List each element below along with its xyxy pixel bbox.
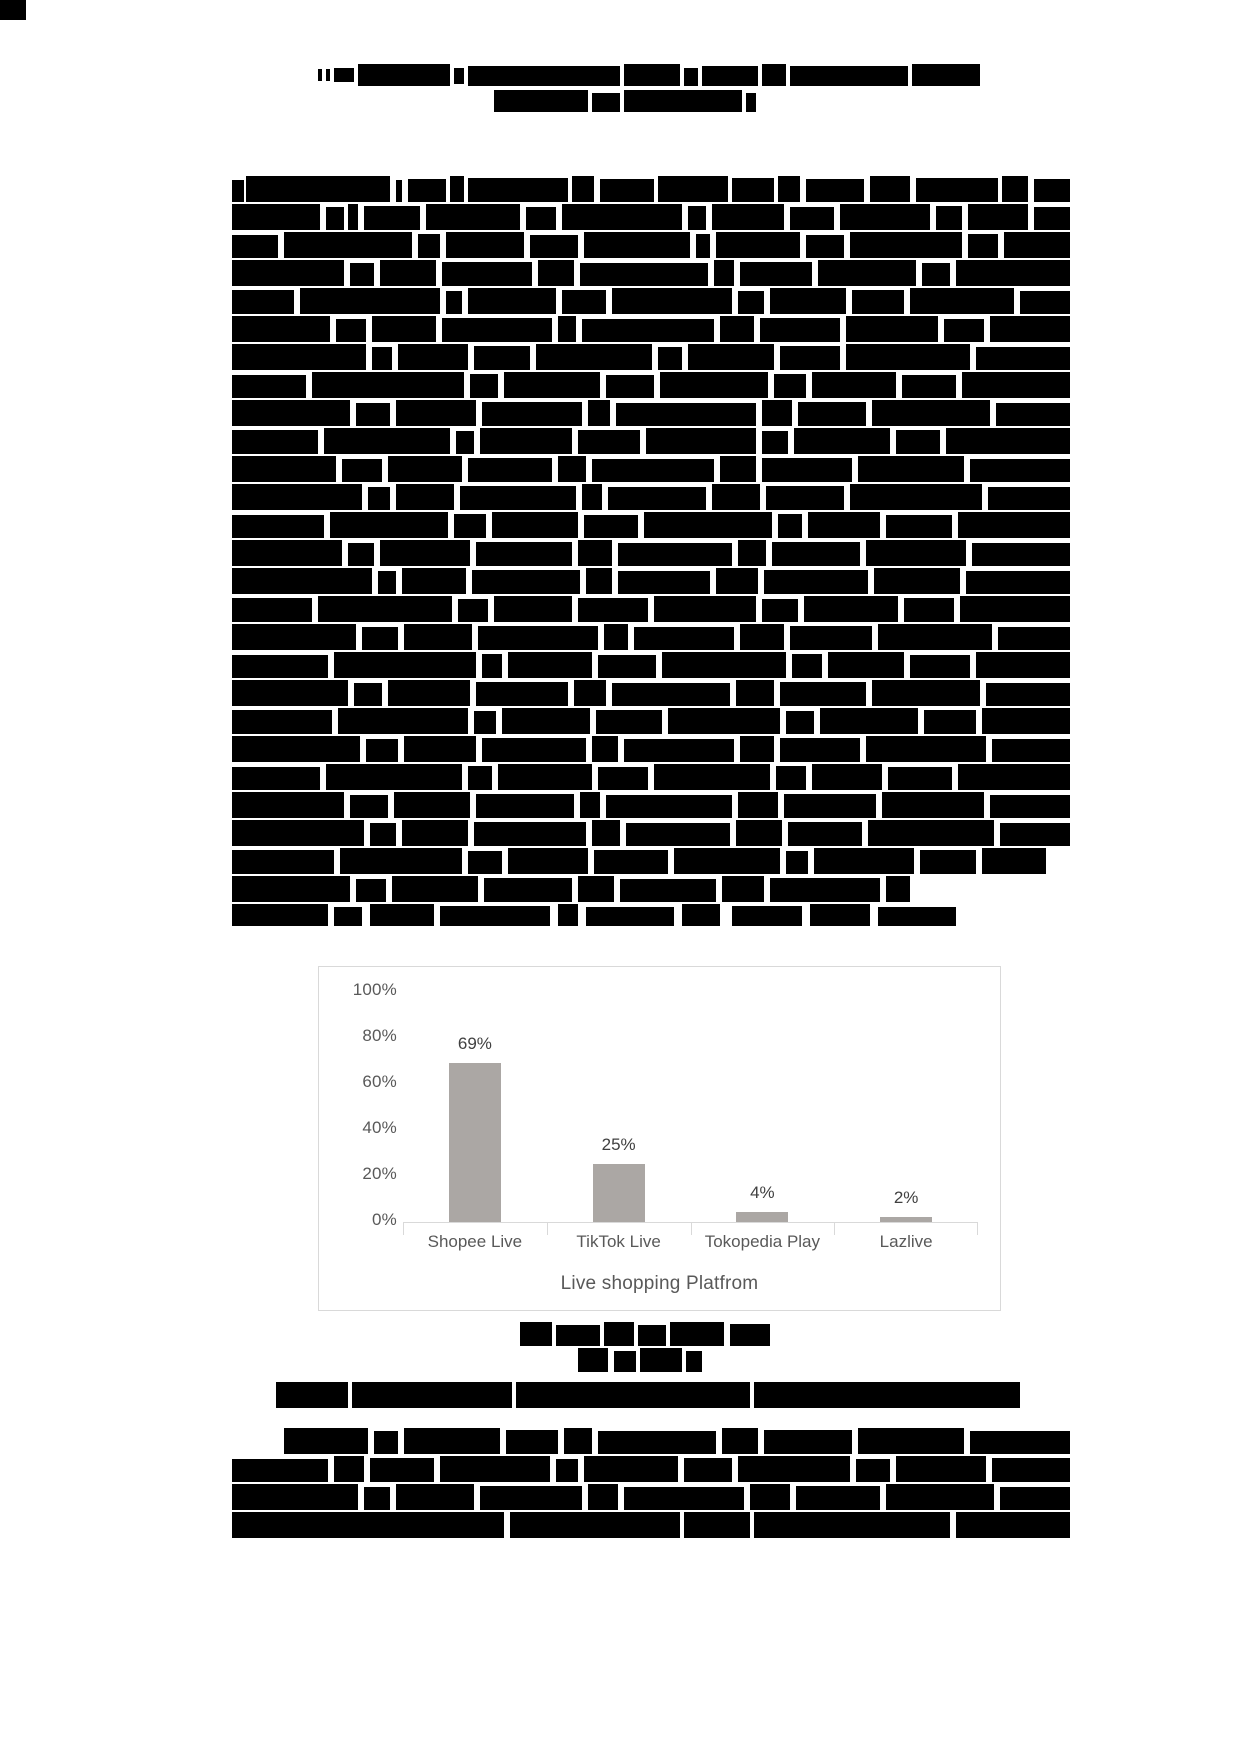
x-label-lazlive: Lazlive: [879, 1232, 933, 1251]
redacted-line: [232, 904, 1070, 926]
x-label-tokopedia-play: Tokopedia Play: [704, 1232, 821, 1251]
bar-rect[interactable]: [736, 1212, 789, 1222]
redacted-line: [232, 400, 1070, 426]
bar-value-label: 2%: [893, 1188, 919, 1207]
redacted-line: [232, 288, 1070, 314]
bar-value-label: 4%: [750, 1183, 775, 1202]
chart-x-axis-title: Live shopping Platfrom: [560, 1273, 759, 1294]
x-label-shopee-live: Shopee Live: [427, 1232, 523, 1251]
redacted-line: [232, 344, 1070, 370]
redacted-line: [232, 176, 1070, 202]
bar-value-label: 25%: [601, 1135, 636, 1154]
chart-category-ticks: [403, 1223, 978, 1235]
redacted-line: [318, 90, 980, 112]
bar-tokopedia-play[interactable]: 4%: [691, 981, 835, 1222]
bar-rect[interactable]: [880, 1217, 933, 1222]
bar-rect[interactable]: [448, 1063, 501, 1222]
bar-rect[interactable]: [592, 1164, 645, 1222]
y-tick-label: 80%: [362, 1026, 397, 1045]
redacted-line: [232, 848, 1070, 874]
live-shopping-platform-bar-chart: 100% 80% 60% 40% 20% 0% 69% 25%: [318, 966, 1001, 1311]
redacted-line: [232, 708, 1070, 734]
redacted-line: [232, 428, 1070, 454]
body-redaction-block-bottom: [232, 1428, 1070, 1538]
body-redaction-block-top: [232, 176, 1070, 926]
redacted-line: [232, 1512, 1070, 1538]
chart-plot-area: 69% 25% 4% 2%: [403, 981, 978, 1223]
redacted-line: [520, 1348, 770, 1372]
redacted-line: [232, 512, 1070, 538]
bar-lazlive[interactable]: 2%: [834, 981, 978, 1222]
chart-x-category-labels: Shopee Live TikTok Live Tokopedia Play L…: [403, 1232, 978, 1252]
redacted-line: [232, 764, 1070, 790]
y-tick-label: 20%: [362, 1164, 397, 1183]
redacted-line: [232, 372, 1070, 398]
figure-caption-redaction-block: [520, 1322, 770, 1374]
redacted-line: [232, 596, 1070, 622]
redacted-line: [232, 568, 1070, 594]
title-redaction-block: [318, 64, 980, 116]
redacted-line: [232, 624, 1070, 650]
y-tick-label: 0%: [372, 1210, 397, 1229]
chart-x-axis-line: [403, 1222, 978, 1223]
redacted-line: [232, 652, 1070, 678]
redacted-line: [232, 820, 1070, 846]
redacted-line: [232, 876, 1070, 902]
x-label-tiktok-live: TikTok Live: [576, 1232, 661, 1251]
y-tick-label: 60%: [362, 1072, 397, 1091]
redacted-line: [318, 64, 980, 86]
redacted-line: [232, 316, 1070, 342]
redacted-line: [232, 792, 1070, 818]
redacted-line: [232, 736, 1070, 762]
redacted-line: [520, 1322, 770, 1346]
redacted-line: [232, 204, 1070, 230]
chart-y-axis: 100% 80% 60% 40% 20% 0%: [337, 980, 397, 1228]
bar-tiktok-live[interactable]: 25%: [547, 981, 691, 1222]
section-heading-redaction-block: [276, 1382, 1020, 1408]
bar-value-label: 69%: [457, 1034, 492, 1053]
page-number-redaction-block: [0, 0, 26, 20]
redacted-line: [232, 260, 1070, 286]
redacted-line: [232, 1428, 1070, 1454]
y-tick-label: 40%: [362, 1118, 397, 1137]
redacted-line: [232, 540, 1070, 566]
redacted-line: [276, 1382, 1020, 1408]
redacted-line: [232, 680, 1070, 706]
y-tick-label: 100%: [352, 980, 397, 999]
chart-bars: 69% 25% 4% 2%: [403, 981, 978, 1222]
redacted-line: [232, 1456, 1070, 1482]
redacted-line: [232, 232, 1070, 258]
redacted-line: [232, 484, 1070, 510]
redacted-line: [232, 1484, 1070, 1510]
redacted-line: [232, 456, 1070, 482]
bar-shopee-live[interactable]: 69%: [403, 981, 547, 1222]
